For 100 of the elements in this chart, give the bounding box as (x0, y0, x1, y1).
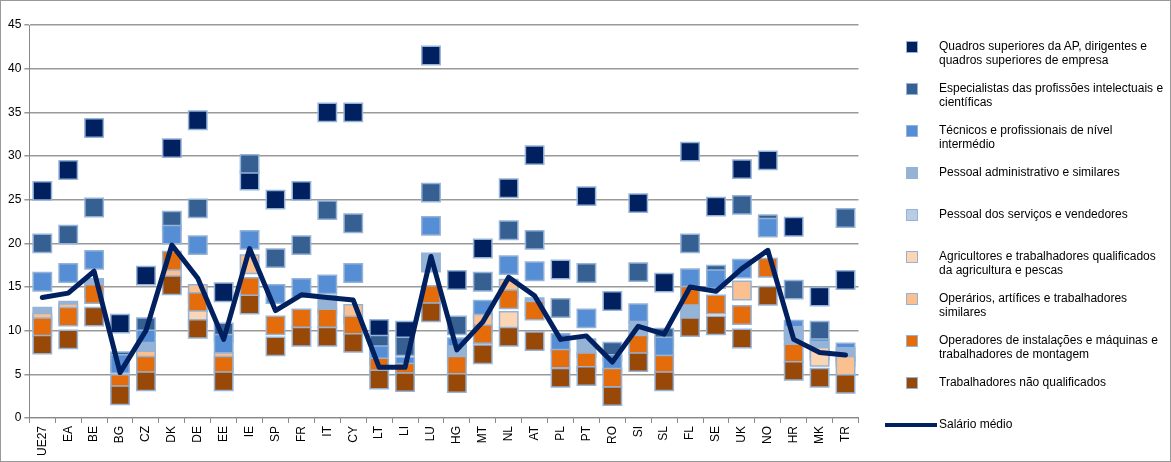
point (524, 229, 545, 250)
point (84, 197, 105, 218)
point (239, 229, 260, 250)
point (265, 336, 286, 357)
point (498, 326, 519, 347)
point (32, 180, 53, 201)
legend-label: Pessoal dos serviços e vendedores (939, 207, 1128, 221)
point (550, 348, 571, 369)
point (835, 208, 856, 228)
point (783, 360, 804, 381)
legend-label: Operadores de instalações e máquinas e trabalhadores de montagem (939, 333, 1158, 361)
point (395, 372, 415, 393)
point (239, 294, 260, 315)
point (265, 189, 286, 210)
y-tick-label: 10 (7, 322, 22, 337)
point (576, 186, 597, 207)
point (731, 328, 752, 349)
point (809, 367, 830, 388)
point (239, 153, 260, 174)
x-tick-label: AT (526, 425, 541, 441)
point (446, 270, 467, 290)
legend-label: Quadros superiores da AP, dirigentes e quadros superiores de empresa (939, 39, 1147, 67)
y-tick-label: 25 (7, 191, 22, 206)
point (706, 315, 726, 336)
point (524, 261, 545, 282)
y-tick-label: 0 (14, 410, 22, 425)
point (58, 329, 79, 350)
x-tick-label: TR (837, 425, 852, 442)
x-tick-label: EE (215, 425, 230, 442)
x-tick-label: SP (267, 425, 282, 442)
point (498, 220, 519, 241)
point (265, 248, 286, 269)
y-tick-label: 5 (14, 366, 22, 381)
point (498, 255, 519, 276)
point (628, 262, 649, 283)
point (472, 344, 493, 365)
point (136, 371, 156, 392)
point (291, 326, 312, 347)
legend-label: Trabalhadores não qualificados (939, 375, 1106, 389)
x-tick-label: LU (423, 425, 438, 442)
point (58, 263, 79, 283)
point (421, 45, 441, 66)
x-tick-label: UK (734, 425, 749, 443)
point (602, 291, 623, 311)
x-tick-label: CZ (138, 425, 153, 442)
point (680, 141, 701, 162)
point (32, 233, 53, 254)
point (317, 326, 338, 347)
x-tick-label: LT (371, 425, 386, 440)
point (446, 373, 467, 393)
point (809, 286, 830, 307)
point (783, 279, 804, 300)
point (524, 331, 545, 352)
x-tick-label: MK (811, 425, 826, 444)
point (731, 280, 752, 301)
point (213, 371, 234, 392)
point (343, 332, 364, 353)
point (161, 224, 182, 245)
legend-label: Salário médio (939, 417, 1013, 431)
point (84, 118, 105, 138)
point (835, 373, 856, 394)
x-tick-label: NL (501, 425, 516, 442)
point (731, 194, 752, 215)
point (161, 138, 182, 159)
x-tick-label: NO (760, 425, 775, 444)
point (602, 367, 623, 388)
point (58, 224, 79, 245)
point (187, 198, 208, 219)
x-tick-label: CY (345, 425, 360, 443)
point (498, 178, 519, 199)
legend-label: Especialistas das profissões intelectuais e científicas (939, 81, 1164, 109)
point (835, 270, 856, 290)
x-tick-label: SL (656, 425, 671, 441)
x-tick-label: LI (397, 425, 412, 436)
point (706, 196, 726, 217)
point (731, 159, 752, 180)
point (291, 308, 312, 329)
point (84, 249, 105, 270)
x-tick-label: RO (604, 425, 619, 444)
point (32, 334, 53, 355)
x-tick-label: BG (112, 425, 127, 444)
point (550, 259, 571, 280)
x-tick-label: HR (786, 425, 801, 444)
point (757, 285, 778, 306)
point (706, 294, 726, 315)
point (550, 367, 571, 388)
y-tick-label: 15 (7, 279, 22, 294)
point (343, 102, 364, 123)
point (498, 289, 519, 310)
point (654, 272, 675, 293)
point (472, 271, 493, 292)
legend-label: Técnicos e profissionais de nível intermédio (939, 123, 1113, 151)
x-tick-label: EA (60, 425, 75, 442)
point (317, 308, 338, 329)
x-tick-label: UE27 (34, 425, 49, 457)
point (317, 274, 338, 295)
point (161, 275, 182, 296)
point (524, 145, 545, 166)
point (628, 303, 649, 324)
point (265, 315, 286, 336)
